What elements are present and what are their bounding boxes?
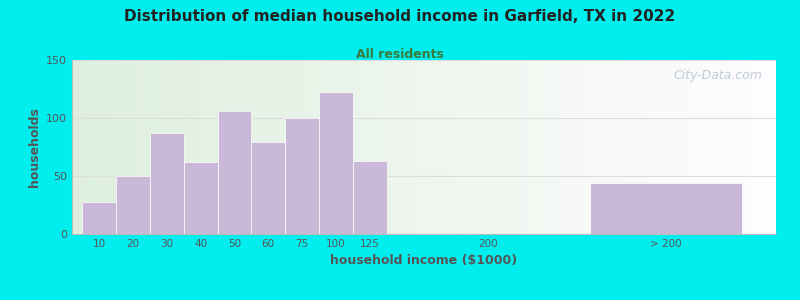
Bar (218, 111, 251, 234)
Bar (184, 162, 218, 234)
Text: All residents: All residents (356, 48, 444, 61)
Bar (82, 202, 116, 234)
Text: Distribution of median household income in Garfield, TX in 2022: Distribution of median household income … (124, 9, 676, 24)
Bar (251, 142, 286, 234)
Y-axis label: households: households (27, 107, 41, 187)
Bar (590, 183, 742, 234)
Bar (150, 133, 184, 234)
X-axis label: household income ($1000): household income ($1000) (330, 254, 518, 267)
Bar (319, 92, 353, 234)
Text: City-Data.com: City-Data.com (673, 69, 762, 82)
Bar (353, 161, 386, 234)
Bar (116, 176, 150, 234)
Bar (286, 118, 319, 234)
